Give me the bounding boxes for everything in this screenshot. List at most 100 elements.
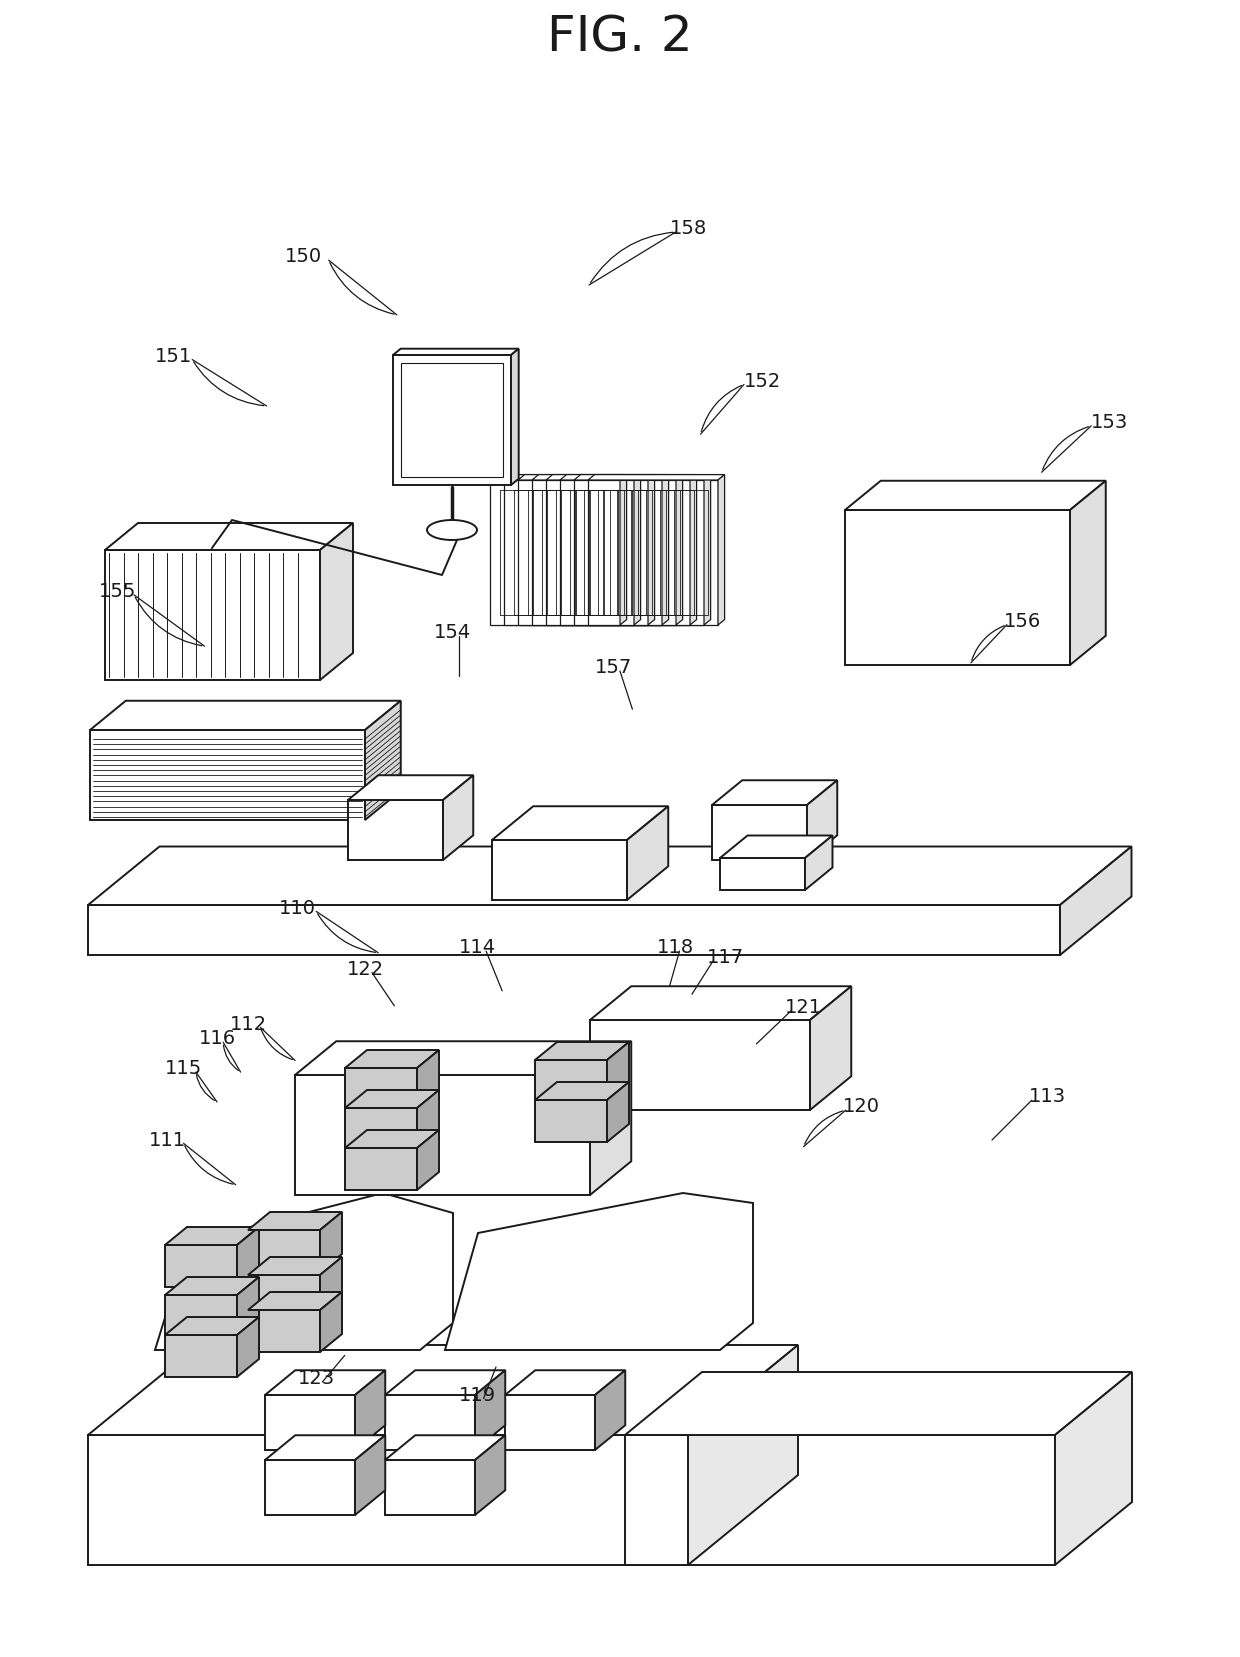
Polygon shape [534,1060,608,1102]
Polygon shape [649,474,655,625]
Polygon shape [348,800,443,860]
Polygon shape [588,474,724,481]
Text: 152: 152 [744,371,781,391]
Polygon shape [475,1435,505,1514]
Polygon shape [608,1042,629,1102]
Text: 122: 122 [347,959,384,979]
Polygon shape [88,847,1131,905]
Polygon shape [805,835,832,890]
Polygon shape [1060,847,1131,954]
Polygon shape [248,1229,320,1273]
Polygon shape [265,1460,355,1514]
Polygon shape [88,905,1060,954]
Polygon shape [91,731,365,820]
Polygon shape [265,1435,386,1460]
Text: 114: 114 [459,938,496,958]
Polygon shape [417,1090,439,1150]
Polygon shape [720,835,832,858]
Polygon shape [88,1345,799,1435]
Polygon shape [620,474,626,625]
Polygon shape [532,481,662,625]
Text: 113: 113 [1029,1087,1066,1107]
Polygon shape [248,1211,342,1229]
Polygon shape [105,550,320,679]
Polygon shape [295,1041,631,1075]
Polygon shape [248,1311,320,1352]
Polygon shape [237,1226,259,1287]
Polygon shape [720,858,805,890]
Polygon shape [384,1460,475,1514]
Text: 157: 157 [595,658,632,678]
Polygon shape [534,1100,608,1142]
Polygon shape [165,1244,237,1287]
Polygon shape [718,474,724,625]
Polygon shape [345,1109,417,1150]
Polygon shape [345,1090,439,1109]
Polygon shape [662,474,668,625]
Polygon shape [560,481,689,625]
Text: 155: 155 [99,582,136,601]
Text: 116: 116 [198,1029,236,1049]
Polygon shape [1055,1372,1132,1564]
Polygon shape [393,355,511,486]
Polygon shape [588,481,718,625]
Text: 153: 153 [1091,413,1128,432]
Text: 120: 120 [843,1097,880,1117]
Text: 110: 110 [279,898,316,918]
Polygon shape [237,1278,259,1337]
Polygon shape [401,363,503,477]
Polygon shape [345,1148,417,1190]
Polygon shape [627,807,668,900]
Polygon shape [518,481,649,625]
Polygon shape [712,780,837,805]
Polygon shape [384,1370,505,1395]
Polygon shape [844,481,1106,510]
Polygon shape [1070,481,1106,664]
Polygon shape [574,481,704,625]
Polygon shape [443,775,474,860]
Polygon shape [475,1370,505,1450]
Polygon shape [534,1082,629,1100]
Polygon shape [384,1435,505,1460]
Text: 158: 158 [670,219,707,239]
Polygon shape [505,1395,595,1450]
Polygon shape [492,840,627,900]
Polygon shape [844,510,1070,664]
Polygon shape [91,701,401,731]
Polygon shape [320,524,353,679]
Polygon shape [248,1274,320,1317]
Polygon shape [165,1317,259,1336]
Polygon shape [689,474,697,625]
Polygon shape [348,775,474,800]
Text: 154: 154 [434,623,471,643]
Polygon shape [492,807,668,840]
Polygon shape [503,481,634,625]
Polygon shape [165,1336,237,1377]
Text: 117: 117 [707,948,744,968]
Polygon shape [445,1193,753,1350]
Polygon shape [393,348,518,355]
Polygon shape [490,481,620,625]
Polygon shape [807,780,837,860]
Text: 119: 119 [459,1385,496,1405]
Polygon shape [595,1370,625,1450]
Polygon shape [534,1042,629,1060]
Polygon shape [320,1292,342,1352]
Polygon shape [320,1258,342,1317]
Polygon shape [590,1021,810,1110]
Polygon shape [518,474,655,481]
Text: 121: 121 [785,998,822,1017]
Text: 151: 151 [155,346,192,366]
Polygon shape [417,1130,439,1190]
Polygon shape [676,474,682,625]
Polygon shape [625,1435,1055,1564]
Polygon shape [155,1193,453,1350]
Text: 123: 123 [298,1369,335,1389]
Polygon shape [704,474,711,625]
Polygon shape [320,1211,342,1273]
Polygon shape [505,1370,625,1395]
Text: 115: 115 [165,1059,202,1079]
Polygon shape [511,348,518,486]
Polygon shape [165,1296,237,1337]
Polygon shape [546,481,676,625]
